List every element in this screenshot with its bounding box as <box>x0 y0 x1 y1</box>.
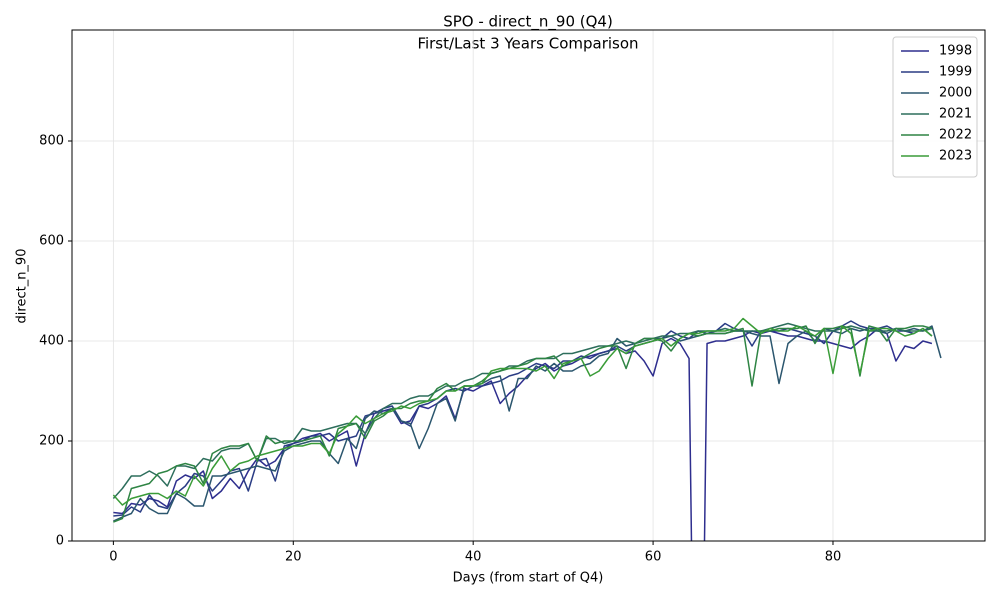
data-line <box>113 325 942 522</box>
plot-frame <box>71 29 986 542</box>
data-line <box>112 317 933 506</box>
legend-label: 1999 <box>939 65 972 80</box>
y-tick-label: 800 <box>39 134 64 149</box>
y-tick-label: 600 <box>39 234 64 249</box>
data-line <box>113 327 933 541</box>
y-tick-label: 0 <box>56 534 64 549</box>
chart-title: SPO - direct_n_90 (Q4) <box>443 13 613 32</box>
legend-label: 2021 <box>939 107 972 122</box>
x-tick-label: 40 <box>465 550 482 565</box>
x-tick-label: 20 <box>285 550 302 565</box>
data-line <box>113 320 933 517</box>
data-line <box>113 325 933 523</box>
x-tick-label: 0 <box>109 550 117 565</box>
lines <box>112 317 942 541</box>
x-tick-label: 60 <box>645 550 662 565</box>
y-tick-label: 200 <box>39 434 64 449</box>
legend-label: 1998 <box>939 44 972 59</box>
chart-subtitle: First/Last 3 Years Comparison <box>417 35 638 53</box>
legend: 1998 1999 2000 2021 2022 2023 <box>892 36 978 178</box>
legend-label: 2000 <box>939 86 972 101</box>
y-axis-label: direct_n_90 <box>15 249 30 324</box>
y-tick-label: 400 <box>39 334 64 349</box>
x-tick-label: 80 <box>825 550 842 565</box>
legend-label: 2022 <box>939 128 972 143</box>
legend-label: 2023 <box>939 149 972 164</box>
x-axis-label: Days (from start of Q4) <box>453 571 604 586</box>
